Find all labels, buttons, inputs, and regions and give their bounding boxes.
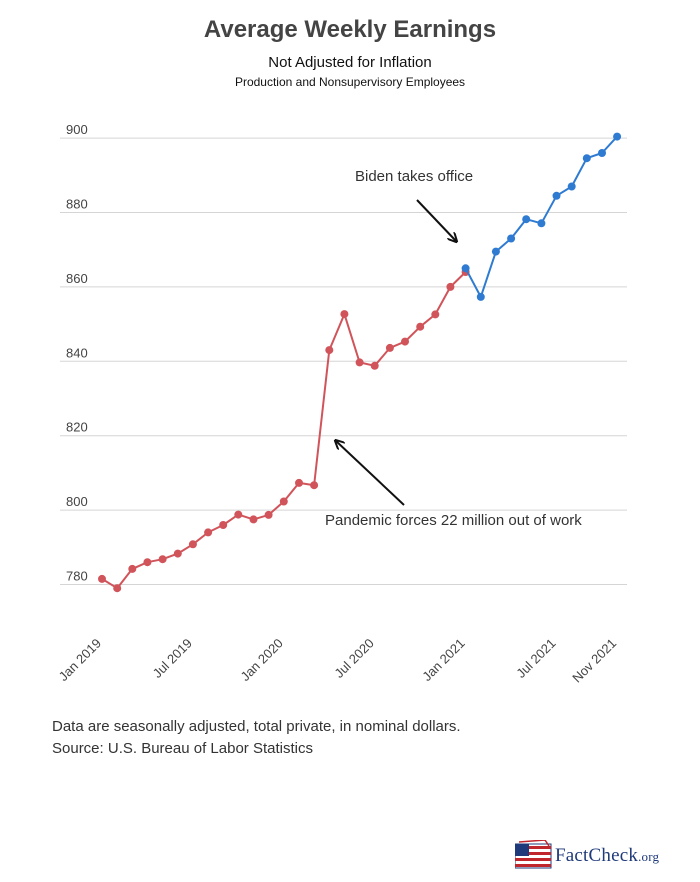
data-point[interactable] [370, 361, 379, 370]
data-point[interactable] [143, 558, 152, 567]
data-point[interactable] [537, 219, 546, 228]
annotation-arrow-pandemic [336, 441, 405, 506]
data-point[interactable] [582, 154, 591, 163]
data-point[interactable] [219, 521, 228, 529]
data-point[interactable] [234, 510, 243, 519]
x-tick-label: Jan 2021 [419, 636, 467, 684]
series-line-1 [464, 135, 618, 298]
x-tick-label: Jan 2020 [237, 636, 285, 684]
y-tick-label: 900 [66, 122, 88, 137]
data-point[interactable] [461, 264, 470, 273]
data-point[interactable] [476, 292, 485, 301]
data-point[interactable] [385, 343, 394, 352]
data-point[interactable] [113, 584, 122, 593]
y-tick-label: 860 [66, 271, 88, 286]
data-point[interactable] [128, 564, 137, 573]
data-point[interactable] [613, 132, 622, 141]
data-point[interactable] [401, 337, 409, 346]
data-point[interactable] [204, 528, 213, 537]
data-point[interactable] [598, 149, 606, 157]
data-point[interactable] [431, 310, 440, 319]
chart-subtitle-secondary: Production and Nonsupervisory Employees [234, 75, 466, 89]
factcheck-logo[interactable]: FactCheck.org [515, 838, 695, 872]
note-methodology: Data are seasonally adjusted, total priv… [52, 718, 461, 735]
data-point[interactable] [310, 481, 319, 490]
data-point[interactable] [552, 191, 561, 200]
data-point[interactable] [249, 515, 258, 524]
annotation-arrow-biden [416, 199, 456, 241]
flag-icon [515, 840, 552, 869]
data-point[interactable] [158, 555, 167, 564]
data-point[interactable] [522, 215, 531, 224]
data-point[interactable] [279, 497, 288, 506]
annotation-pandemic: Pandemic forces 22 million out of work [325, 512, 582, 529]
data-point[interactable] [491, 247, 500, 256]
series-line-0 [101, 271, 467, 590]
note-source: Source: U.S. Bureau of Labor Statistics [52, 740, 313, 757]
data-point[interactable] [416, 322, 425, 331]
x-tick-label: Jan 2019 [56, 636, 104, 684]
y-tick-label: 880 [66, 197, 88, 212]
data-point[interactable] [295, 478, 303, 487]
data-point[interactable] [264, 510, 273, 519]
chart-subtitle: Not Adjusted for Inflation [268, 54, 432, 71]
data-point[interactable] [507, 234, 516, 243]
data-point[interactable] [446, 282, 455, 291]
annotation-biden: Biden takes office [355, 168, 473, 185]
y-tick-label: 800 [66, 494, 88, 509]
line-chart: 780 800 820 840 860 880 900 Jan 2019 Jul 2019 Jan… [56, 122, 627, 686]
data-point[interactable] [355, 358, 364, 367]
x-tick-label: Nov 2021 [569, 636, 619, 686]
data-point[interactable] [567, 182, 576, 191]
x-tick-label: Jul 2020 [331, 636, 376, 681]
logo-wordmark: FactCheck.org [555, 845, 660, 866]
y-tick-label: 780 [66, 569, 88, 584]
y-tick-label: 840 [66, 345, 88, 360]
data-point[interactable] [340, 310, 349, 319]
data-point[interactable] [173, 549, 182, 558]
x-tick-label: Jul 2019 [150, 636, 195, 681]
y-tick-label: 820 [66, 420, 88, 435]
data-point[interactable] [188, 540, 197, 549]
data-point[interactable] [325, 346, 334, 355]
data-point[interactable] [98, 574, 106, 583]
x-tick-label: Jul 2021 [513, 636, 558, 681]
chart-title: Average Weekly Earnings [203, 16, 497, 43]
